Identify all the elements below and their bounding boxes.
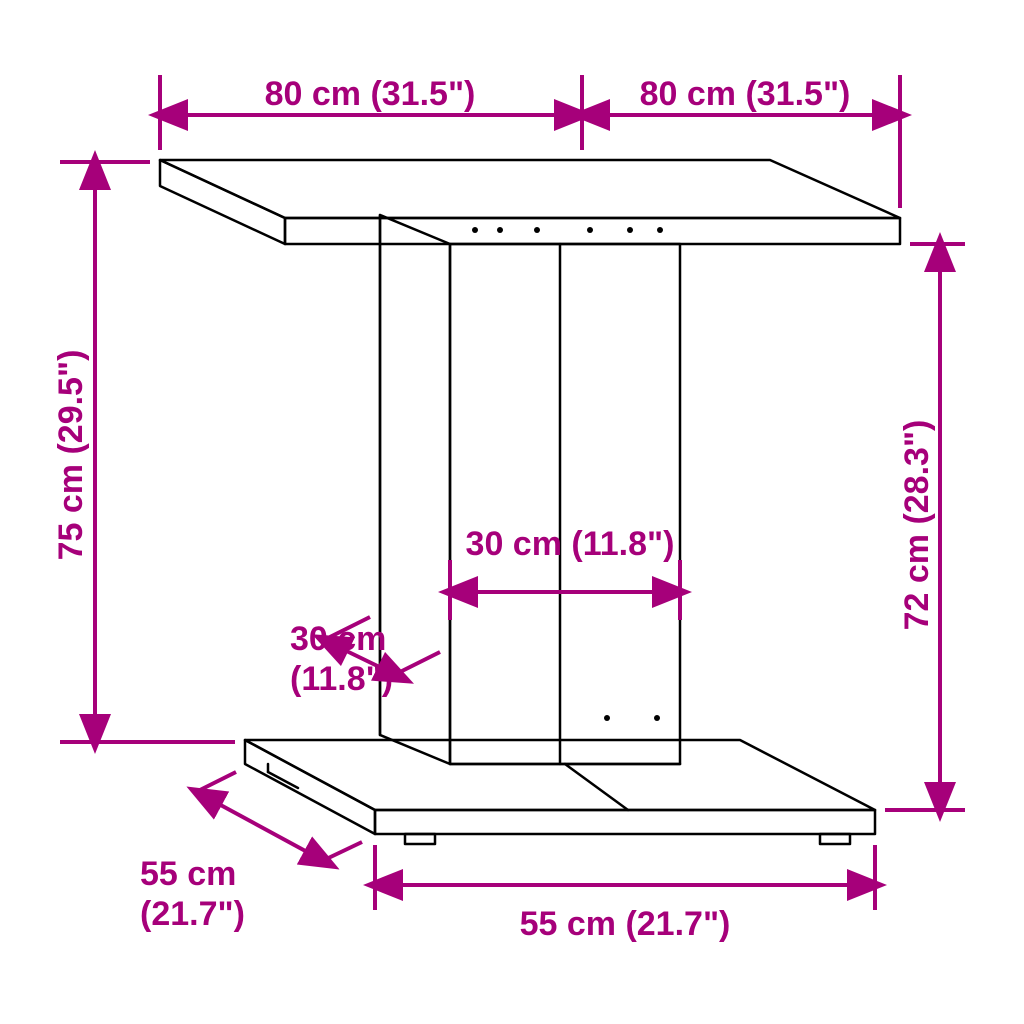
dim-top-width: 80 cm (31.5") [590, 75, 900, 208]
label-clear-height: 72 cm (28.3") [898, 420, 936, 631]
label-base-depth-2: (21.7") [140, 895, 245, 933]
label-base-depth-1: 55 cm [140, 855, 236, 893]
label-base-width: 55 cm (21.7") [520, 905, 731, 943]
label-column-depth-1: 30 cm [290, 620, 386, 658]
label-top-width: 80 cm (31.5") [640, 75, 851, 113]
label-column-width: 30 cm (11.8") [466, 525, 675, 563]
dim-total-height: 75 cm (29.5") [52, 162, 235, 742]
dim-base-depth: 55 cm (21.7") [140, 772, 362, 933]
dim-base-width: 55 cm (21.7") [375, 845, 875, 943]
dim-top-depth: 80 cm (31.5") [160, 75, 582, 150]
product-outline [160, 160, 900, 844]
dim-column-width: 30 cm (11.8") [450, 525, 680, 620]
label-column-depth-2: (11.8") [290, 660, 393, 698]
dim-column-depth: 30 cm (11.8") [290, 617, 440, 698]
label-total-height: 75 cm (29.5") [52, 350, 90, 561]
dim-clear-height: 72 cm (28.3") [885, 244, 965, 810]
dimension-diagram: 80 cm (31.5") 80 cm (31.5") 75 cm (29.5"… [0, 0, 1024, 1024]
label-top-depth: 80 cm (31.5") [265, 75, 476, 113]
